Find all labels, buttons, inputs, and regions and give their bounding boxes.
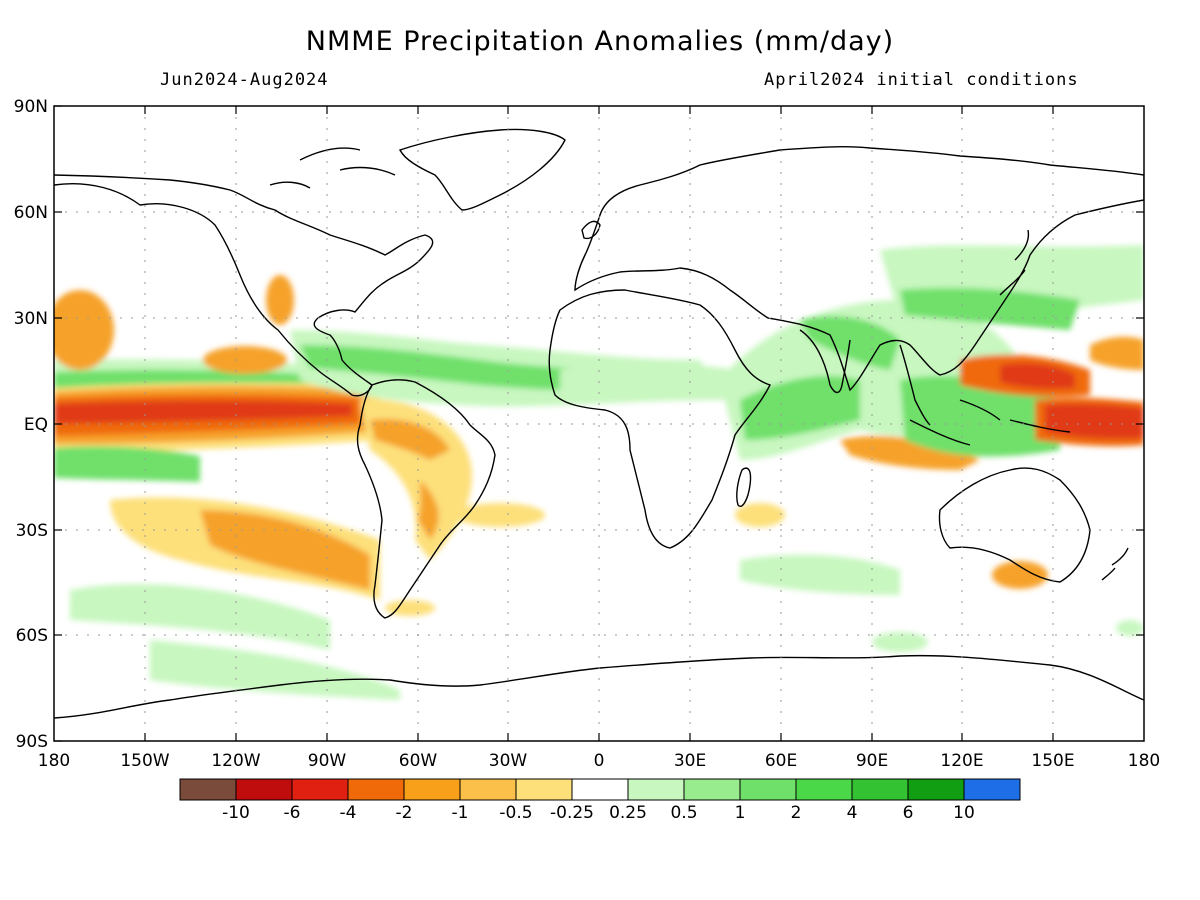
colorbar-label: -2 bbox=[396, 803, 413, 823]
japan-outline bbox=[999, 229, 1030, 296]
lat-label: 90S bbox=[16, 732, 48, 752]
colorbar-swatches bbox=[179, 778, 1021, 801]
colorbar-swatch bbox=[963, 778, 1021, 801]
colorbar-label: 6 bbox=[903, 803, 914, 823]
antarctica-outline bbox=[54, 654, 1144, 719]
colorbar-swatch bbox=[683, 778, 741, 801]
lat-label: 30S bbox=[16, 521, 48, 541]
latitude-labels: 90N 60N 30N EQ 30S 60S 90S bbox=[14, 97, 48, 752]
colorbar-swatch bbox=[459, 778, 517, 801]
axis-ticks bbox=[54, 105, 1144, 742]
india-outline bbox=[799, 329, 851, 394]
lat-label: 60N bbox=[14, 203, 48, 223]
lon-label: 90E bbox=[856, 751, 888, 771]
colorbar-swatch bbox=[795, 778, 853, 801]
coastlines bbox=[54, 128, 1144, 719]
southeast-asia-outline bbox=[899, 344, 931, 426]
colorbar-swatch bbox=[235, 778, 293, 801]
colorbar-swatch bbox=[515, 778, 573, 801]
colorbar-swatch bbox=[403, 778, 461, 801]
colorbar-swatch bbox=[851, 778, 909, 801]
colorbar: -10 -6 -4 -2 -1 -0.5 -0.25 0.25 0.5 1 2 4 6 10 bbox=[179, 778, 1021, 823]
lon-label: 120W bbox=[211, 751, 260, 771]
lon-label: 150W bbox=[120, 751, 169, 771]
lon-label: 120E bbox=[940, 751, 983, 771]
new-zealand-outline bbox=[1101, 547, 1129, 581]
lat-label: 90N bbox=[14, 97, 48, 117]
forecast-period: Jun2024-Aug2024 bbox=[160, 70, 329, 90]
lon-label: 30W bbox=[489, 751, 528, 771]
british-isles-outline bbox=[581, 220, 601, 240]
colorbar-label: 2 bbox=[791, 803, 802, 823]
colorbar-label: 0.5 bbox=[670, 803, 697, 823]
lon-label: 180 bbox=[38, 751, 70, 771]
anomaly-shading bbox=[54, 245, 1144, 700]
lon-label: 90W bbox=[308, 751, 347, 771]
colorbar-swatch bbox=[347, 778, 405, 801]
lon-label: 30E bbox=[674, 751, 706, 771]
lat-label: 60S bbox=[16, 626, 48, 646]
colorbar-label: -1 bbox=[452, 803, 469, 823]
colorbar-swatch bbox=[291, 778, 349, 801]
colorbar-label: -6 bbox=[284, 803, 301, 823]
colorbar-swatch bbox=[179, 778, 237, 801]
south-america-outline bbox=[356, 379, 496, 619]
map-title: NMME Precipitation Anomalies (mm/day) bbox=[305, 26, 895, 57]
australia-outline bbox=[938, 467, 1091, 583]
colorbar-label: 1 bbox=[735, 803, 746, 823]
lon-label: 60E bbox=[765, 751, 797, 771]
maritime-continent-outline bbox=[909, 399, 1071, 446]
eurasia-outline bbox=[574, 146, 1144, 392]
colorbar-swatch bbox=[739, 778, 797, 801]
canadian-archipelago-outline bbox=[269, 147, 396, 189]
lon-label: 0 bbox=[594, 751, 605, 771]
graticule bbox=[54, 106, 1144, 741]
africa-outline bbox=[548, 289, 771, 549]
lat-label: EQ bbox=[24, 415, 48, 435]
colorbar-swatch bbox=[907, 778, 965, 801]
colorbar-swatch bbox=[627, 778, 685, 801]
colorbar-label: 4 bbox=[847, 803, 858, 823]
lat-label: 30N bbox=[14, 309, 48, 329]
greenland-outline bbox=[399, 128, 566, 211]
lon-label: 60W bbox=[399, 751, 438, 771]
north-america-outline bbox=[54, 174, 434, 397]
madagascar-outline bbox=[736, 467, 752, 507]
colorbar-labels: -10 -6 -4 -2 -1 -0.5 -0.25 0.25 0.5 1 2 4 6 10 bbox=[222, 803, 975, 823]
colorbar-label: 10 bbox=[953, 803, 975, 823]
colorbar-label: -0.25 bbox=[550, 803, 594, 823]
longitude-labels: 180 150W 120W 90W 60W 30W 0 30E 60E 90E … bbox=[38, 751, 1160, 771]
colorbar-label: 0.25 bbox=[609, 803, 647, 823]
colorbar-label: -0.5 bbox=[499, 803, 532, 823]
lon-label: 180 bbox=[1128, 751, 1160, 771]
colorbar-label: -10 bbox=[222, 803, 250, 823]
lon-label: 150E bbox=[1031, 751, 1074, 771]
initial-conditions: April2024 initial conditions bbox=[764, 70, 1079, 90]
colorbar-label: -4 bbox=[340, 803, 357, 823]
colorbar-swatch bbox=[571, 778, 629, 801]
